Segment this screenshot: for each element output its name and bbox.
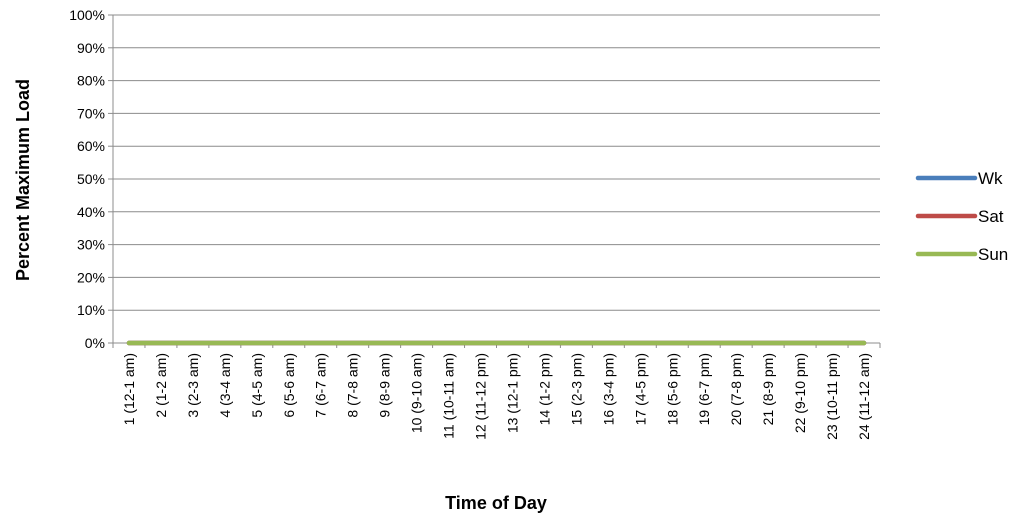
legend-label: Sun bbox=[978, 245, 1008, 264]
x-tick-label: 5 (4-5 am) bbox=[249, 353, 265, 418]
x-tick-label: 20 (7-8 pm) bbox=[728, 353, 744, 425]
x-tick-label: 15 (2-3 pm) bbox=[568, 353, 584, 425]
y-tick-label: 80% bbox=[77, 73, 105, 89]
x-tick-label: 19 (6-7 pm) bbox=[696, 353, 712, 425]
x-tick-label: 14 (1-2 pm) bbox=[536, 353, 552, 425]
x-tick-label: 18 (5-6 pm) bbox=[664, 353, 680, 425]
y-tick-label: 0% bbox=[85, 335, 105, 351]
x-tick-label: 3 (2-3 am) bbox=[185, 353, 201, 418]
x-tick-label: 23 (10-11 pm) bbox=[824, 353, 840, 440]
x-tick-label: 2 (1-2 am) bbox=[153, 353, 169, 418]
y-tick-label: 90% bbox=[77, 40, 105, 56]
x-tick-label: 13 (12-1 pm) bbox=[504, 353, 520, 433]
legend-item-sat: Sat bbox=[915, 207, 1004, 226]
y-tick-label: 100% bbox=[69, 7, 105, 23]
y-axis-title: Percent Maximum Load bbox=[13, 79, 33, 281]
x-axis-title: Time of Day bbox=[445, 493, 547, 513]
legend-label: Sat bbox=[978, 207, 1004, 226]
y-tick-label: 60% bbox=[77, 138, 105, 154]
legend-item-sun: Sun bbox=[915, 245, 1008, 264]
y-tick-label: 30% bbox=[77, 237, 105, 253]
gridlines bbox=[113, 14, 880, 311]
x-tick-label: 7 (6-7 am) bbox=[313, 353, 329, 418]
legend-label: Wk bbox=[978, 169, 1003, 188]
y-tick-label: 50% bbox=[77, 171, 105, 187]
y-tick-label: 10% bbox=[77, 302, 105, 318]
x-tick-label: 24 (11-12 am) bbox=[856, 353, 872, 440]
axes bbox=[108, 14, 881, 348]
y-tick-label: 70% bbox=[77, 105, 105, 121]
legend-item-wk: Wk bbox=[915, 169, 1003, 188]
x-tick-labels: 1 (12-1 am) 2 (1-2 am) 3 (2-3 am) 4 (3-4 am… bbox=[121, 353, 872, 440]
x-tick-label: 4 (3-4 am) bbox=[217, 353, 233, 418]
x-tick-label: 11 (10-11 am) bbox=[441, 353, 457, 439]
y-tick-labels: 0% 10% 20% 30% 40% 50% 60% 70% 80% 90% 100% bbox=[69, 7, 105, 351]
x-tick-label: 16 (3-4 pm) bbox=[600, 353, 616, 425]
x-tick-label: 9 (8-9 am) bbox=[377, 353, 393, 418]
x-tick-label: 21 (8-9 pm) bbox=[760, 353, 776, 425]
x-tick-label: 6 (5-6 am) bbox=[281, 353, 297, 418]
x-tick-label: 8 (7-8 am) bbox=[345, 353, 361, 418]
x-tick-label: 1 (12-1 am) bbox=[121, 353, 137, 425]
x-tick-label: 12 (11-12 pm) bbox=[473, 353, 489, 440]
x-tick-label: 17 (4-5 pm) bbox=[632, 353, 648, 425]
legend: Wk Sat Sun bbox=[915, 169, 1008, 264]
y-tick-label: 20% bbox=[77, 269, 105, 285]
x-tick-label: 10 (9-10 am) bbox=[409, 353, 425, 433]
y-tick-label: 40% bbox=[77, 204, 105, 220]
x-tick-label: 22 (9-10 pm) bbox=[792, 353, 808, 433]
